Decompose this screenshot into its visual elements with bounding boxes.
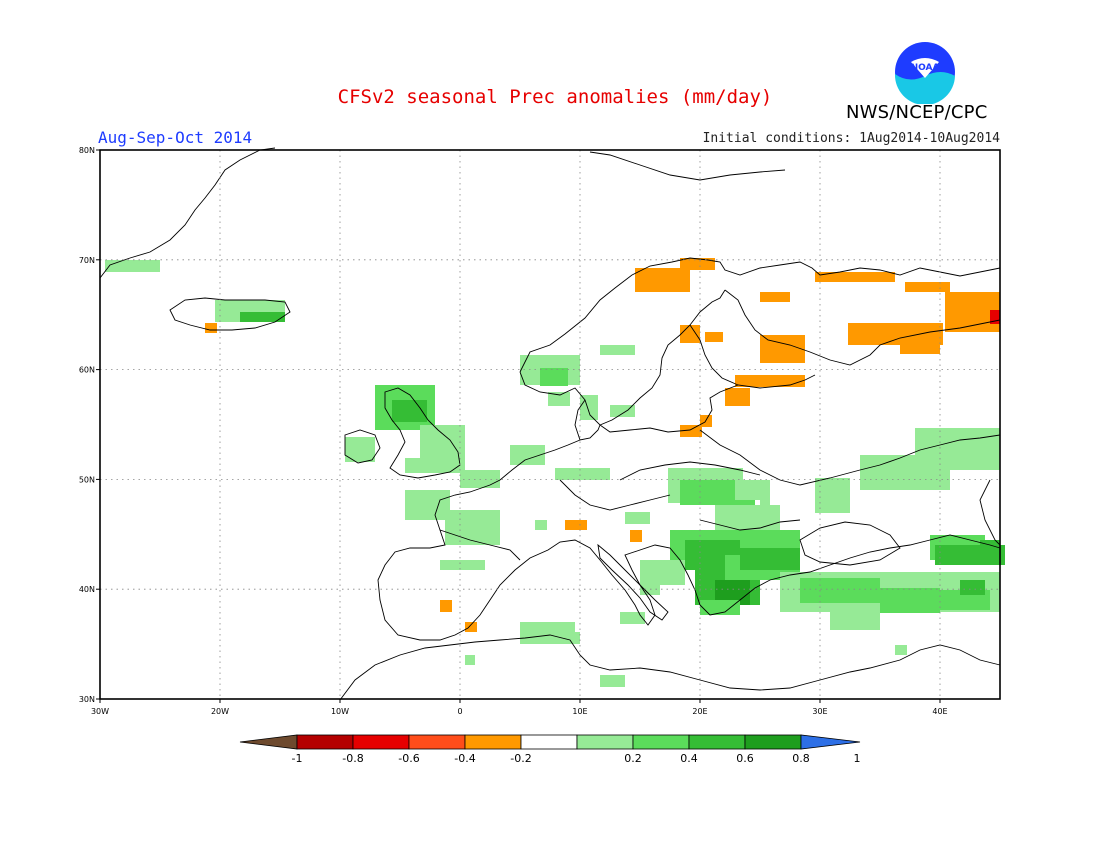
colorbar-segment bbox=[464, 734, 522, 750]
anomaly-cell bbox=[815, 478, 850, 513]
lon-label: 20W bbox=[211, 707, 229, 716]
anomaly-cell bbox=[900, 340, 940, 354]
anomaly-cell bbox=[960, 580, 985, 595]
anomaly-cell bbox=[600, 675, 625, 687]
anomaly-cell bbox=[895, 645, 907, 655]
anomaly-cell bbox=[620, 612, 645, 624]
map-title: CFSv2 seasonal Prec anomalies (mm/day) bbox=[337, 86, 773, 108]
anomaly-cell bbox=[560, 632, 580, 644]
coastlines bbox=[99, 147, 1001, 701]
anomaly-cell bbox=[740, 548, 800, 570]
anomaly-cell bbox=[830, 605, 880, 630]
colorbar-segment bbox=[408, 734, 466, 750]
lon-label: 0 bbox=[457, 707, 462, 716]
colorbar-label: 0.8 bbox=[792, 752, 810, 765]
agency-label: NWS/NCEP/CPC bbox=[846, 102, 988, 123]
colorbar-segment bbox=[632, 734, 690, 750]
colorbar-low-arrow bbox=[239, 734, 298, 750]
lat-label: 40N bbox=[79, 585, 95, 594]
anomaly-cell bbox=[760, 490, 770, 505]
lon-label: 20E bbox=[692, 707, 707, 716]
lat-label: 30N bbox=[79, 695, 95, 704]
anomaly-cell bbox=[600, 345, 635, 355]
anomaly-cell bbox=[815, 272, 895, 282]
anomaly-cell bbox=[848, 323, 943, 345]
lon-label: 10W bbox=[331, 707, 349, 716]
colorbar-label: -0.6 bbox=[398, 752, 419, 765]
lon-label: 30E bbox=[812, 707, 827, 716]
anomaly-cell bbox=[555, 468, 610, 480]
lon-label: 30W bbox=[91, 707, 109, 716]
colorbar-label: -0.2 bbox=[510, 752, 531, 765]
colorbar-segment bbox=[296, 734, 354, 750]
anomaly-cell bbox=[700, 600, 740, 615]
anomaly-cell bbox=[405, 490, 450, 520]
anomaly-cell bbox=[105, 260, 160, 272]
colorbar-segment bbox=[688, 734, 746, 750]
anomaly-cell bbox=[445, 510, 500, 545]
colorbar: -1 -0.8 -0.6 -0.4 -0.2 0.2 0.4 0.6 0.8 1 bbox=[239, 734, 861, 765]
lon-label: 40E bbox=[932, 707, 947, 716]
anomaly-cell bbox=[680, 258, 715, 270]
anomaly-cells bbox=[105, 258, 1005, 687]
anomaly-cell bbox=[935, 545, 1005, 565]
colorbar-high-arrow bbox=[800, 734, 861, 750]
anomaly-cell bbox=[510, 445, 545, 465]
anomaly-cell bbox=[705, 332, 723, 342]
anomaly-cell bbox=[760, 292, 790, 302]
colorbar-segment bbox=[576, 734, 634, 750]
initial-conditions-label: Initial conditions: 1Aug2014-10Aug2014 bbox=[702, 131, 1000, 146]
anomaly-cell bbox=[680, 325, 700, 343]
anomaly-cell bbox=[580, 395, 598, 420]
lat-label: 70N bbox=[79, 256, 95, 265]
map-frame-border bbox=[99, 149, 1001, 700]
anomaly-cell bbox=[405, 458, 465, 473]
lon-label: 10E bbox=[572, 707, 587, 716]
colorbar-segment bbox=[352, 734, 410, 750]
noaa-logo-icon: NOAA bbox=[894, 42, 955, 104]
anomaly-cell bbox=[725, 388, 750, 406]
anomaly-cell bbox=[565, 520, 587, 530]
colorbar-label: -1 bbox=[292, 752, 303, 765]
season-label: Aug-Sep-Oct 2014 bbox=[98, 128, 253, 147]
anomaly-cell bbox=[800, 578, 880, 603]
anomaly-cell bbox=[540, 368, 568, 386]
anomaly-cell bbox=[440, 600, 452, 612]
anomaly-cell bbox=[905, 282, 950, 292]
colorbar-label: 0.6 bbox=[736, 752, 754, 765]
colorbar-segment bbox=[744, 734, 802, 750]
colorbar-label: 0.2 bbox=[624, 752, 642, 765]
lat-label: 80N bbox=[79, 146, 95, 155]
lat-label: 50N bbox=[79, 475, 95, 484]
logo-text: NOAA bbox=[911, 63, 940, 73]
anomaly-cell bbox=[440, 560, 485, 570]
colorbar-label: -0.8 bbox=[342, 752, 363, 765]
anomaly-cell bbox=[860, 455, 950, 490]
anomaly-cell bbox=[940, 440, 1000, 470]
anomaly-cell bbox=[465, 622, 477, 632]
colorbar-label: 0.4 bbox=[680, 752, 698, 765]
colorbar-label: -0.4 bbox=[454, 752, 475, 765]
colorbar-label: 1 bbox=[854, 752, 861, 765]
anomaly-cell bbox=[205, 323, 217, 333]
anomaly-cell bbox=[240, 312, 285, 322]
anomaly-cell bbox=[635, 268, 690, 292]
anomaly-cell bbox=[610, 405, 635, 417]
anomaly-cell bbox=[680, 425, 702, 437]
anomaly-cell bbox=[640, 580, 660, 595]
anomaly-cell bbox=[880, 588, 940, 613]
anomaly-cell bbox=[990, 310, 1000, 324]
anomaly-cell bbox=[535, 520, 547, 530]
graticule bbox=[100, 150, 1000, 699]
anomaly-cell bbox=[465, 655, 475, 665]
axis-labels: 30W 20W 10W 0 10E 20E 30E 40E 30N 40N 50N 60N 70N 80N bbox=[79, 146, 948, 716]
anomaly-cell bbox=[630, 530, 642, 542]
anomaly-cell bbox=[548, 392, 570, 406]
lat-label: 60N bbox=[79, 366, 95, 375]
anomaly-cell bbox=[735, 375, 805, 387]
colorbar-segment bbox=[520, 734, 578, 750]
anomaly-cell bbox=[625, 512, 650, 524]
